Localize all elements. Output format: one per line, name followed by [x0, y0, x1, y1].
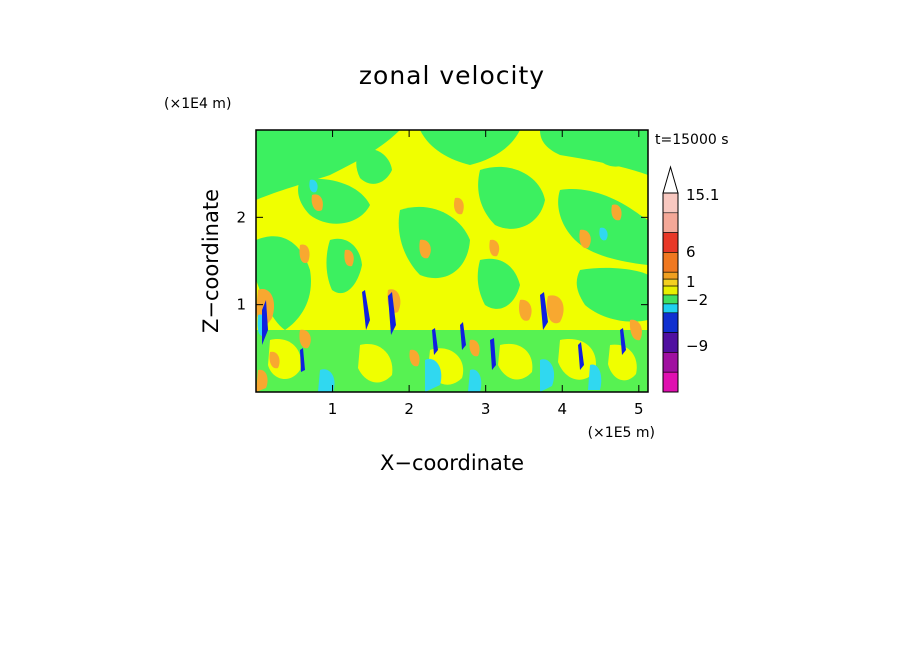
- colorbar-segment: [662, 232, 679, 253]
- yellow-regions: [268, 339, 637, 385]
- blue-streaks: [262, 290, 626, 372]
- colorbar-segment: [662, 271, 679, 280]
- x-tick-label: 5: [634, 400, 644, 418]
- time-label: t=15000 s: [655, 132, 729, 148]
- colorbar-segment: [662, 312, 679, 333]
- cyan-regions: [257, 179, 608, 392]
- colorbar-segment: [662, 303, 679, 314]
- colorbar-segment: [662, 278, 679, 287]
- colorbar-segment: [662, 212, 679, 233]
- colorbar-label: 1: [686, 273, 696, 291]
- colorbar-segment: [662, 192, 679, 214]
- colorbar-overflow-arrow: [662, 165, 679, 194]
- y-tick-label: 2: [236, 208, 246, 226]
- x-axis-title: X−coordinate: [380, 451, 524, 475]
- x-tick-label: 3: [481, 400, 491, 418]
- y-axis-title: Z−coordinate: [199, 189, 223, 333]
- y-tick-label: 1: [236, 296, 246, 314]
- colorbar-segment: [662, 371, 679, 393]
- colorbar-segment: [662, 294, 679, 305]
- x-unit-label: (×1E5 m): [588, 425, 655, 441]
- colorbar-segment: [662, 352, 679, 373]
- colorbar-label: 15.1: [686, 186, 719, 204]
- x-axis: 1 2 3 4 5: [328, 130, 644, 418]
- x-tick-label: 2: [404, 400, 414, 418]
- x-tick-label: 4: [557, 400, 567, 418]
- plot-frame: [255, 129, 649, 393]
- colorbar-segment: [662, 252, 679, 273]
- chart-title: zonal velocity: [359, 61, 545, 90]
- colorbar-label: 6: [686, 243, 696, 261]
- y-unit-label: (×1E4 m): [164, 96, 231, 112]
- colorbar-segment: [662, 332, 679, 353]
- x-tick-label: 1: [328, 400, 338, 418]
- colorbar: 15.1 6 1−2 −9: [662, 165, 719, 393]
- y-axis: 12: [236, 208, 648, 314]
- velocity-field: [256, 130, 648, 392]
- colorbar-frame: [662, 192, 679, 393]
- colorbar-label: −9: [686, 337, 708, 355]
- colorbar-label: −2: [686, 291, 708, 309]
- colorbar-segment: [662, 285, 679, 296]
